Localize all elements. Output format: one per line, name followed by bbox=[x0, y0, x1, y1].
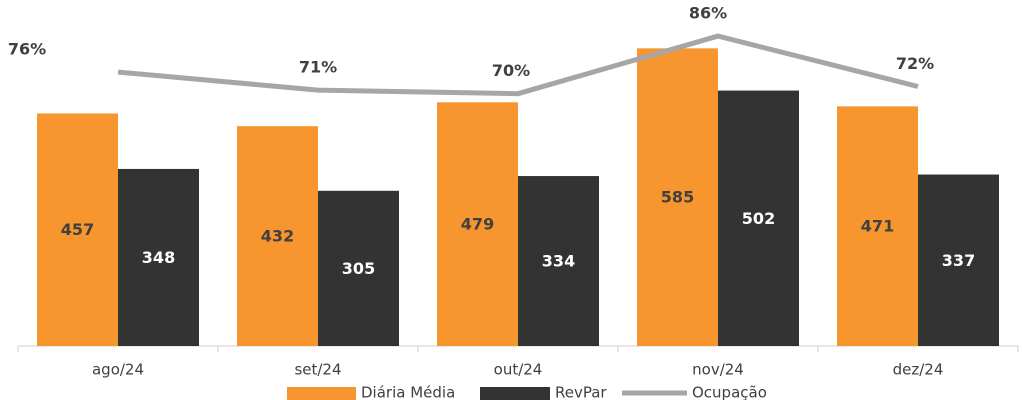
bar bbox=[718, 90, 799, 346]
legend-swatch bbox=[480, 387, 550, 400]
x-tick-label: out/24 bbox=[494, 361, 543, 379]
value-label: 585 bbox=[661, 188, 694, 207]
bar bbox=[318, 190, 399, 346]
legend-label: Diária Média bbox=[361, 384, 455, 400]
value-label: 86% bbox=[689, 4, 727, 23]
value-label: 479 bbox=[461, 215, 494, 234]
value-label: 305 bbox=[342, 259, 375, 278]
bar bbox=[518, 176, 599, 346]
value-label: 72% bbox=[896, 54, 934, 73]
value-label: 457 bbox=[61, 220, 94, 239]
value-label: 71% bbox=[299, 58, 337, 77]
bar bbox=[237, 126, 318, 346]
legend-swatch bbox=[287, 387, 356, 400]
bar bbox=[637, 48, 718, 347]
value-label: 70% bbox=[492, 61, 530, 80]
value-label: 334 bbox=[542, 252, 575, 271]
legend-label: Ocupação bbox=[692, 384, 767, 400]
value-label: 76% bbox=[8, 40, 46, 59]
value-label: 502 bbox=[742, 209, 775, 228]
bar bbox=[37, 113, 118, 346]
value-label: 432 bbox=[261, 227, 294, 246]
legend-label: RevPar bbox=[555, 384, 607, 400]
value-label: 471 bbox=[861, 217, 894, 236]
bar bbox=[918, 174, 999, 346]
x-tick-label: set/24 bbox=[294, 361, 341, 379]
bar bbox=[437, 102, 518, 346]
x-tick-label: nov/24 bbox=[692, 361, 744, 379]
value-label: 337 bbox=[942, 251, 975, 270]
value-label: 348 bbox=[142, 248, 175, 267]
x-tick-label: dez/24 bbox=[893, 361, 944, 379]
bar bbox=[837, 106, 918, 346]
x-tick-label: ago/24 bbox=[92, 361, 144, 379]
line bbox=[117, 33, 919, 97]
bar bbox=[118, 168, 199, 346]
